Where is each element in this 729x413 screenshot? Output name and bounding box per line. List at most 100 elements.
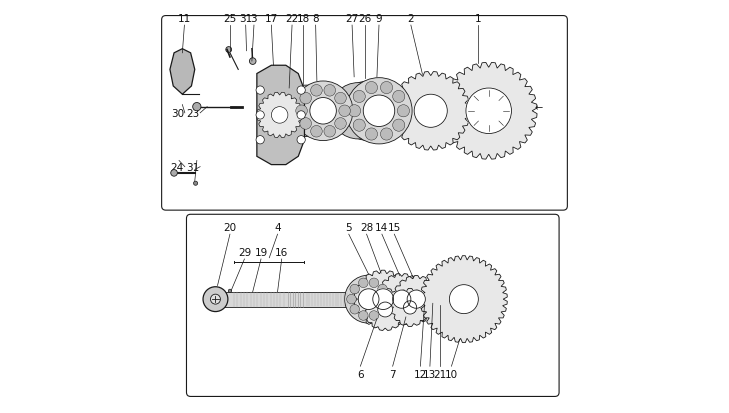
Circle shape <box>427 292 443 307</box>
Circle shape <box>365 128 378 141</box>
Text: ←: ← <box>534 104 542 114</box>
Text: 24: 24 <box>171 162 184 172</box>
Polygon shape <box>257 66 305 165</box>
Circle shape <box>249 59 256 65</box>
Circle shape <box>310 98 336 125</box>
Circle shape <box>403 301 417 314</box>
Circle shape <box>350 305 359 314</box>
FancyBboxPatch shape <box>162 17 567 211</box>
Text: 8: 8 <box>312 14 319 24</box>
Text: 28: 28 <box>360 222 373 232</box>
Text: 2: 2 <box>408 14 414 24</box>
Text: 20: 20 <box>223 222 236 232</box>
Circle shape <box>256 87 265 95</box>
Circle shape <box>345 275 393 323</box>
Circle shape <box>311 85 322 97</box>
Polygon shape <box>393 276 440 323</box>
Circle shape <box>436 293 448 306</box>
Circle shape <box>381 128 393 141</box>
Circle shape <box>339 82 399 141</box>
Circle shape <box>281 86 332 137</box>
Circle shape <box>290 87 340 136</box>
Polygon shape <box>170 50 195 95</box>
Text: 22: 22 <box>286 14 299 24</box>
Circle shape <box>369 278 379 288</box>
Circle shape <box>378 285 387 294</box>
Circle shape <box>293 82 353 141</box>
Circle shape <box>353 120 365 132</box>
Text: 16: 16 <box>275 247 289 257</box>
Circle shape <box>297 112 305 120</box>
Text: 14: 14 <box>375 222 389 232</box>
Circle shape <box>378 305 387 314</box>
Polygon shape <box>354 271 412 328</box>
Polygon shape <box>364 289 406 331</box>
Circle shape <box>363 96 394 127</box>
Circle shape <box>373 289 394 310</box>
Circle shape <box>359 278 368 288</box>
Circle shape <box>369 311 379 320</box>
Text: 7: 7 <box>389 369 396 379</box>
Text: 21: 21 <box>433 369 446 379</box>
Circle shape <box>346 78 412 145</box>
FancyBboxPatch shape <box>211 292 397 307</box>
Circle shape <box>300 93 311 104</box>
Circle shape <box>393 290 411 309</box>
Polygon shape <box>376 274 427 325</box>
Circle shape <box>420 294 438 313</box>
Circle shape <box>339 106 351 117</box>
Circle shape <box>324 126 335 138</box>
Circle shape <box>353 91 365 103</box>
Circle shape <box>330 83 386 140</box>
Circle shape <box>359 311 368 320</box>
Text: 1: 1 <box>475 14 482 24</box>
Circle shape <box>350 285 359 294</box>
Circle shape <box>297 87 305 95</box>
FancyBboxPatch shape <box>187 215 559 396</box>
Text: 15: 15 <box>388 222 401 232</box>
Text: 31: 31 <box>186 162 199 172</box>
Circle shape <box>211 294 220 304</box>
Circle shape <box>256 136 265 145</box>
Circle shape <box>381 82 393 95</box>
Circle shape <box>393 120 405 132</box>
Polygon shape <box>421 256 507 343</box>
Text: 27: 27 <box>346 14 359 24</box>
Circle shape <box>311 126 322 138</box>
Circle shape <box>466 89 512 134</box>
Circle shape <box>358 289 379 310</box>
Circle shape <box>393 91 405 103</box>
Text: 4: 4 <box>274 222 281 232</box>
Circle shape <box>171 170 177 177</box>
Text: 9: 9 <box>375 14 382 24</box>
Text: 26: 26 <box>358 14 371 24</box>
Circle shape <box>300 119 311 130</box>
Circle shape <box>297 136 305 145</box>
Text: 13: 13 <box>424 369 437 379</box>
Circle shape <box>381 294 391 304</box>
Circle shape <box>365 82 378 95</box>
Circle shape <box>449 285 478 314</box>
Text: 3: 3 <box>251 14 257 24</box>
Text: 18: 18 <box>297 14 310 24</box>
Circle shape <box>192 103 201 112</box>
Circle shape <box>296 106 308 117</box>
Text: 29: 29 <box>238 247 251 257</box>
Circle shape <box>378 302 393 317</box>
Circle shape <box>335 93 346 104</box>
Text: 10: 10 <box>445 369 458 379</box>
Circle shape <box>407 290 425 309</box>
Text: 25: 25 <box>223 14 237 24</box>
Text: 5: 5 <box>346 222 352 232</box>
Polygon shape <box>391 72 470 151</box>
Circle shape <box>271 107 288 124</box>
Circle shape <box>348 105 361 118</box>
Circle shape <box>228 290 232 293</box>
Circle shape <box>203 287 228 312</box>
Text: 12: 12 <box>414 369 427 379</box>
Text: 23: 23 <box>186 109 199 119</box>
Text: 30: 30 <box>171 109 184 119</box>
Circle shape <box>397 105 410 118</box>
Circle shape <box>335 119 346 130</box>
Polygon shape <box>440 63 537 160</box>
